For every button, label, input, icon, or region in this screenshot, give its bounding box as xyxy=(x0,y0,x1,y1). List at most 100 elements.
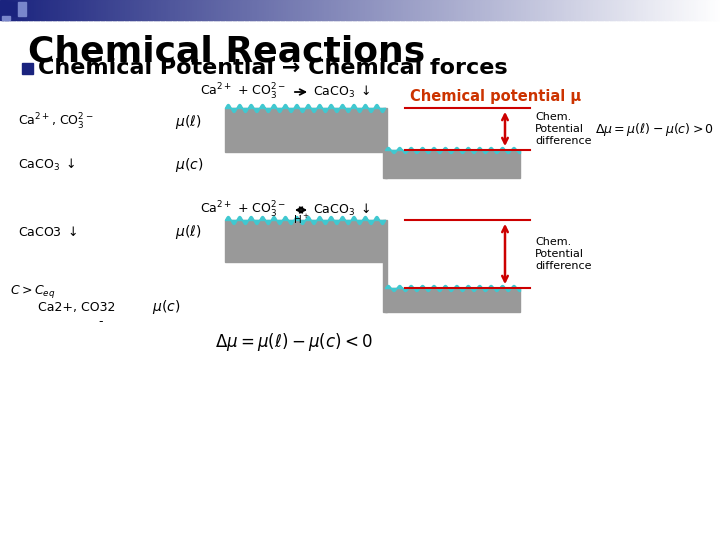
Text: $\mu(c)$: $\mu(c)$ xyxy=(175,156,203,174)
Bar xyxy=(243,0,246,20)
Bar xyxy=(698,0,702,20)
Bar xyxy=(621,0,625,20)
Bar xyxy=(552,0,555,20)
Bar xyxy=(631,0,634,20)
Bar xyxy=(538,0,541,20)
Bar xyxy=(27,0,30,20)
Bar xyxy=(511,0,515,20)
Bar xyxy=(451,0,454,20)
Bar xyxy=(41,0,44,20)
Bar xyxy=(456,0,459,20)
Bar xyxy=(269,0,272,20)
Bar xyxy=(279,0,282,20)
Bar xyxy=(338,0,342,20)
Bar xyxy=(475,0,479,20)
Bar xyxy=(372,0,375,20)
Bar xyxy=(603,0,606,20)
Bar xyxy=(70,0,73,20)
Bar xyxy=(29,0,32,20)
Bar xyxy=(588,0,591,20)
Bar xyxy=(346,0,349,20)
Bar xyxy=(499,0,503,20)
Bar xyxy=(449,0,452,20)
Bar xyxy=(110,0,114,20)
Bar xyxy=(394,0,397,20)
Bar xyxy=(564,0,567,20)
Bar xyxy=(583,0,587,20)
Bar xyxy=(180,0,184,20)
Bar xyxy=(218,0,222,20)
Bar xyxy=(405,0,409,20)
Bar xyxy=(385,150,520,178)
Bar xyxy=(2,2,16,16)
Bar xyxy=(173,0,176,20)
Bar xyxy=(413,0,416,20)
Bar xyxy=(362,0,366,20)
Bar xyxy=(336,0,339,20)
Bar xyxy=(139,0,143,20)
Bar xyxy=(408,0,411,20)
Bar xyxy=(578,0,582,20)
Bar xyxy=(2,16,10,20)
Bar xyxy=(45,0,49,20)
Bar xyxy=(396,0,400,20)
Bar xyxy=(643,0,647,20)
Bar xyxy=(225,108,385,152)
Bar xyxy=(135,0,138,20)
Bar xyxy=(341,0,344,20)
Bar xyxy=(185,0,188,20)
Bar xyxy=(715,0,719,20)
Bar xyxy=(192,0,195,20)
Bar xyxy=(382,0,385,20)
Bar xyxy=(677,0,680,20)
Bar xyxy=(137,0,140,20)
Bar xyxy=(415,0,418,20)
Bar xyxy=(22,0,25,20)
Bar xyxy=(423,0,426,20)
Bar xyxy=(706,0,709,20)
Bar xyxy=(161,0,164,20)
Bar xyxy=(401,0,404,20)
Bar xyxy=(288,0,292,20)
Bar xyxy=(545,0,548,20)
Bar xyxy=(149,0,152,20)
Bar xyxy=(684,0,688,20)
Bar xyxy=(629,0,632,20)
Bar xyxy=(487,0,490,20)
Bar xyxy=(194,0,198,20)
Bar xyxy=(497,0,500,20)
Bar xyxy=(36,0,40,20)
Bar xyxy=(329,0,332,20)
Bar xyxy=(55,0,58,20)
Text: Ca$^{2+}$ + CO$_3^{2-}$: Ca$^{2+}$ + CO$_3^{2-}$ xyxy=(200,200,286,220)
Bar xyxy=(254,0,258,20)
Bar xyxy=(367,0,371,20)
Bar xyxy=(662,0,666,20)
Bar xyxy=(168,0,171,20)
Bar xyxy=(324,0,328,20)
Bar xyxy=(540,0,544,20)
Bar xyxy=(504,0,508,20)
Bar xyxy=(355,0,359,20)
Bar xyxy=(79,0,83,20)
Bar xyxy=(91,0,94,20)
Bar xyxy=(50,0,54,20)
Bar xyxy=(302,0,306,20)
Bar xyxy=(310,0,313,20)
Bar xyxy=(675,0,678,20)
Bar xyxy=(333,0,337,20)
Text: $\mu(c)$: $\mu(c)$ xyxy=(152,298,180,316)
Bar xyxy=(554,0,558,20)
Bar xyxy=(526,0,529,20)
Bar xyxy=(305,0,308,20)
Bar xyxy=(295,0,299,20)
Bar xyxy=(207,0,210,20)
Bar xyxy=(713,0,716,20)
Bar xyxy=(182,0,186,20)
Bar xyxy=(156,0,159,20)
Bar xyxy=(369,0,373,20)
Bar xyxy=(463,0,467,20)
Text: Chem.
Potential
difference: Chem. Potential difference xyxy=(535,112,592,146)
Bar xyxy=(437,0,440,20)
Bar xyxy=(432,0,436,20)
